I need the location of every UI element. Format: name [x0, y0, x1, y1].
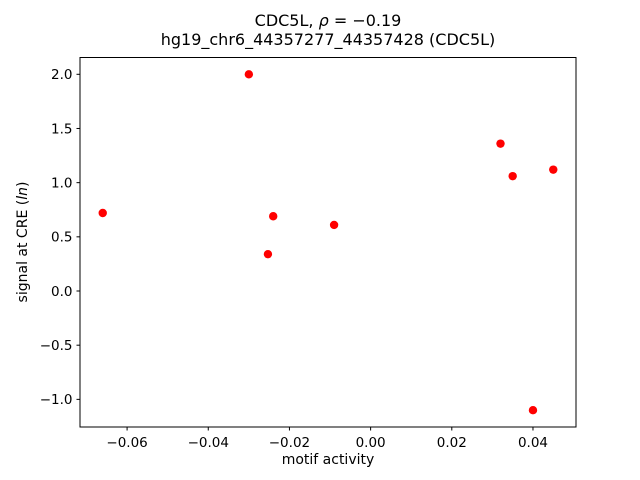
y-tick-label: 0.5: [51, 230, 72, 246]
scatter-point: [496, 139, 505, 148]
x-tick-label: 0.00: [356, 435, 386, 451]
x-tick-label: −0.02: [269, 435, 310, 451]
chart-title: CDC5L, ρ = −0.19 hg19_chr6_44357277_4435…: [80, 11, 576, 49]
y-tick-label: 0.0: [51, 284, 72, 300]
x-tick-label: 0.02: [437, 435, 467, 451]
y-tick-label: −1.0: [40, 392, 73, 408]
y-axis-label-suffix: ): [15, 181, 31, 188]
title-rho-value: = −0.19: [328, 11, 402, 30]
x-tick-label: −0.06: [106, 435, 147, 451]
x-tick-label: −0.04: [188, 435, 229, 451]
scatter-point: [269, 212, 278, 221]
chart-title-line2: hg19_chr6_44357277_44357428 (CDC5L): [160, 30, 496, 49]
y-axis-label-ln: ln: [15, 187, 31, 200]
title-rho-symbol: ρ: [318, 11, 329, 30]
scatter-point: [329, 220, 339, 230]
y-axis-label-prefix: signal at CRE (: [15, 199, 31, 303]
y-axis-label: signal at CRE (ln): [15, 182, 31, 303]
scatter-point: [508, 171, 517, 181]
scatter-point: [528, 406, 538, 415]
x-tick-label: 0.04: [518, 435, 548, 451]
chart-title-line1: CDC5L, ρ = −0.19: [80, 11, 576, 30]
scatter-point: [98, 208, 107, 218]
y-tick-label: −0.5: [40, 338, 73, 354]
y-tick-label: 1.5: [51, 121, 72, 137]
plot-border: [79, 57, 577, 428]
scatter-point: [263, 249, 273, 259]
y-tick-label: 1.0: [51, 175, 72, 191]
y-tick-label: 2.0: [51, 67, 72, 83]
title-gene-text: CDC5L,: [254, 11, 319, 30]
scatter-point: [549, 165, 558, 174]
x-axis-label: motif activity: [281, 452, 375, 468]
scatter-point: [244, 70, 254, 79]
